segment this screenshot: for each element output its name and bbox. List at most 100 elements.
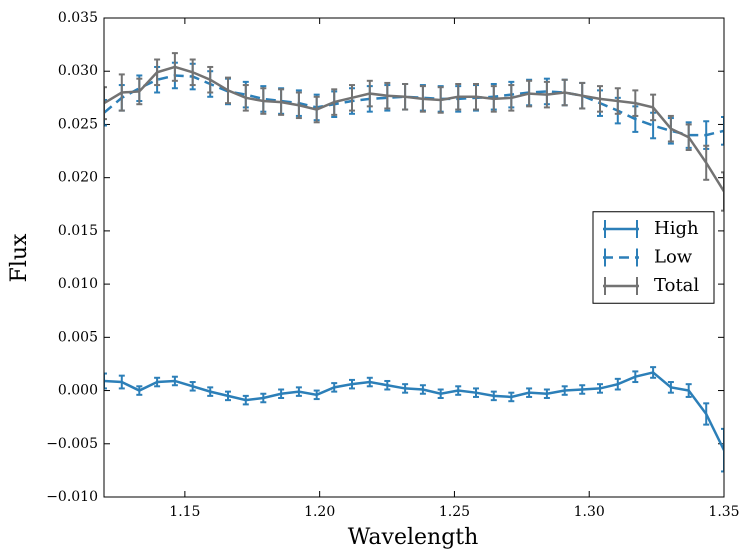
error-bar (136, 385, 143, 396)
error-bar (543, 80, 550, 109)
error-bar (313, 389, 320, 401)
error-bar (366, 376, 373, 388)
error-bar (455, 82, 462, 111)
error-bar (721, 171, 724, 212)
error-bar (597, 85, 603, 113)
error-bar (207, 65, 214, 94)
y-tick-label: 0.015 (58, 223, 98, 239)
y-tick-label: −0.005 (46, 436, 98, 452)
error-bar (650, 93, 657, 122)
error-bar (402, 383, 409, 394)
error-bar (154, 58, 161, 87)
error-bar (526, 79, 533, 108)
error-bar (721, 115, 724, 146)
error-bar (508, 391, 515, 403)
error-bar (313, 95, 320, 124)
error-bar (667, 381, 674, 394)
error-bar (207, 386, 214, 397)
error-bar (242, 84, 249, 112)
error-bar (667, 114, 674, 143)
error-bar (260, 392, 267, 404)
error-bar (614, 377, 621, 391)
error-bar (508, 84, 515, 112)
error-bar (295, 386, 302, 397)
error-bar (349, 378, 355, 390)
error-bar (366, 79, 373, 108)
y-tick-label: 0.035 (58, 10, 98, 26)
error-bar (419, 85, 426, 113)
y-axis-label: Flux (7, 233, 32, 282)
error-bar (473, 82, 479, 111)
error-bar (561, 78, 568, 107)
error-bar (384, 379, 391, 391)
error-bar (349, 84, 355, 112)
error-bar (455, 385, 462, 396)
series-line (104, 65, 724, 193)
error-bar (242, 394, 249, 406)
error-bar (278, 388, 285, 400)
y-tick-label: 0.005 (58, 329, 98, 345)
y-tick-label: 0.000 (58, 383, 98, 399)
error-bar (632, 89, 639, 117)
error-bar (171, 375, 178, 387)
legend-label: High (654, 218, 699, 239)
x-axis-label: Wavelength (348, 525, 479, 550)
error-bar (189, 58, 196, 87)
series-line (104, 371, 724, 451)
error-bar (685, 123, 692, 151)
error-bar (384, 81, 391, 110)
error-bar (614, 87, 621, 115)
error-bar (118, 73, 125, 112)
error-bar (136, 77, 143, 106)
error-bar (154, 376, 161, 388)
error-bar (543, 388, 550, 400)
y-tick-label: 0.010 (58, 276, 98, 292)
error-bar (331, 382, 338, 393)
plot-frame (103, 17, 725, 498)
plot-area (104, 52, 724, 473)
error-bar (490, 390, 497, 402)
error-bar (632, 370, 639, 384)
error-bar (579, 384, 586, 395)
y-tick-label: 0.025 (58, 116, 98, 132)
y-tick-label: 0.030 (58, 63, 98, 79)
y-tick-label: −0.010 (46, 489, 98, 505)
y-tick-label: 0.020 (58, 170, 98, 186)
x-tick-label: 1.30 (574, 504, 605, 520)
error-bar (721, 427, 724, 473)
x-tick-label: 1.25 (439, 504, 470, 520)
error-bar (118, 374, 125, 390)
error-bar (278, 88, 285, 116)
error-bar (650, 366, 657, 379)
error-bar (225, 76, 231, 105)
error-bar (419, 384, 426, 395)
error-bar (189, 381, 196, 392)
error-bar (104, 372, 107, 390)
error-bar (104, 86, 107, 121)
error-bar (171, 52, 178, 82)
error-bar (579, 81, 586, 110)
legend-label: Total (654, 275, 699, 296)
error-bar (473, 387, 479, 398)
x-tick-label: 1.15 (169, 504, 200, 520)
x-tick-label: 1.35 (708, 504, 739, 520)
x-tick-label: 1.20 (304, 504, 335, 520)
legend-box (592, 211, 715, 304)
error-bar (597, 383, 603, 394)
error-bar (260, 87, 267, 115)
legend-label: Low (654, 247, 693, 268)
error-bar (561, 385, 568, 396)
series-line (104, 74, 724, 137)
error-bar (685, 383, 692, 398)
error-bar (526, 387, 533, 398)
error-bar (295, 91, 302, 120)
error-bar (703, 402, 710, 426)
error-bar (703, 144, 710, 181)
error-bar (225, 390, 231, 402)
error-bar (104, 98, 107, 127)
error-bar (437, 86, 444, 114)
error-bar (402, 82, 409, 111)
error-bar (437, 388, 444, 400)
error-bar (331, 88, 338, 116)
